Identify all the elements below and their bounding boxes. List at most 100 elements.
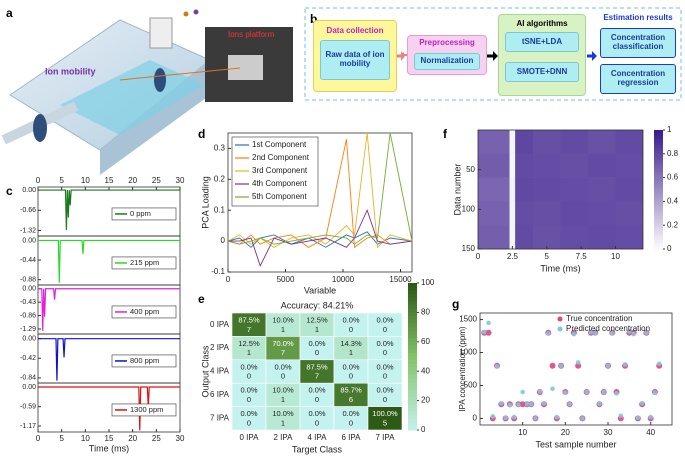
y-tick-label: -0.59 <box>20 404 36 411</box>
point <box>533 416 538 421</box>
colorbar-label: 1 <box>667 125 672 134</box>
colorbar-step <box>654 165 663 170</box>
cell-count: 7 <box>315 372 319 381</box>
y-tick-label: 1000 <box>459 348 477 357</box>
x-tick-label: 20 <box>128 176 137 185</box>
cell-percent: 0.0% <box>240 409 257 418</box>
cell-percent: 85.7% <box>340 386 362 395</box>
colorbar-step <box>654 189 663 193</box>
y-tick-label: -1.32 <box>20 227 36 234</box>
stage-item: Concentration classification <box>600 28 676 58</box>
colorbar-step <box>654 246 663 250</box>
col-label: 6 IPA <box>342 433 362 442</box>
trace <box>38 189 180 230</box>
trace <box>38 239 180 283</box>
legend-box <box>111 305 177 319</box>
colorbar-step <box>654 234 663 238</box>
colorbar-step <box>654 162 663 167</box>
y-axis-label: Output Class <box>200 345 210 398</box>
legend-swatch <box>557 326 563 332</box>
heat-cell <box>515 130 533 155</box>
arrow-head <box>493 51 498 61</box>
colorbar-step <box>654 198 663 202</box>
x-tick-label: 2.5 <box>507 252 519 261</box>
cell-count: 0 <box>383 372 387 381</box>
cell-percent: 0.0% <box>274 362 291 371</box>
legend-label: 5th Component <box>252 192 307 201</box>
colorbar-step <box>408 286 417 291</box>
label: Ion mobility <box>45 66 96 76</box>
panel-label: b <box>310 12 317 26</box>
row-label: 6 IPA <box>210 390 230 399</box>
y-tick-label: -0.1 <box>211 267 225 276</box>
cell-percent: 0.0% <box>342 362 359 371</box>
plate <box>149 17 173 49</box>
panel-label: f <box>443 127 448 141</box>
x-tick-label: 5000 <box>277 275 295 284</box>
colorbar-step <box>654 222 663 226</box>
panel-label: a <box>6 6 13 20</box>
legend-box <box>111 207 177 221</box>
cell-count: 0 <box>383 395 387 404</box>
cell-count: 1 <box>349 348 353 357</box>
colorbar-step <box>654 174 663 179</box>
colorbar-step <box>654 171 663 176</box>
y-tick-label: 0.00 <box>22 384 36 391</box>
colorbar-step <box>408 323 417 328</box>
colorbar-step <box>654 204 663 208</box>
photo-device <box>228 55 263 80</box>
colorbar-step <box>654 201 663 205</box>
heat-cell <box>560 201 588 226</box>
colorbar-step <box>654 183 663 188</box>
heat-cell <box>515 153 533 178</box>
panel-label: g <box>452 297 459 311</box>
y-tick-label: -0.84 <box>20 375 36 382</box>
y-tick-label: -1.29 <box>20 326 36 333</box>
point <box>631 331 636 337</box>
colorbar-step <box>654 135 663 140</box>
panel-label: e <box>198 292 205 306</box>
point <box>481 329 487 335</box>
x-tick-label: 5 <box>59 176 64 185</box>
colorbar-step <box>408 407 417 413</box>
x-tick-label: 25 <box>152 176 161 185</box>
heat-cell <box>615 201 643 226</box>
y-tick-label: 0 <box>473 414 478 423</box>
colorbar-step <box>408 374 417 380</box>
cell-count: 1 <box>315 325 319 334</box>
flow-border <box>304 7 682 101</box>
colorbar-step <box>408 367 417 372</box>
colorbar-step <box>408 349 417 354</box>
x-axis-label: Time (ms) <box>540 263 580 273</box>
point <box>537 389 543 394</box>
x-tick-label: 7.5 <box>576 252 588 261</box>
colorbar-step <box>654 231 663 235</box>
heat-cell <box>478 177 510 202</box>
line <box>227 132 413 245</box>
x-tick-label: 20 <box>128 434 137 443</box>
colorbar-step <box>408 418 417 424</box>
point <box>635 415 641 421</box>
heat-cell <box>588 153 616 178</box>
cell-percent: 0.0% <box>376 315 393 324</box>
legend-label: True concentration <box>566 314 632 323</box>
point <box>601 389 607 395</box>
colorbar-step <box>408 305 417 310</box>
y-tick-label: -1.17 <box>20 423 36 430</box>
legend-swatch <box>557 316 563 322</box>
point <box>554 414 560 420</box>
stage-item: tSNE+LDA <box>505 32 579 52</box>
cell-percent: 10.0% <box>272 315 294 324</box>
panel-label: d <box>198 127 205 141</box>
x-tick-label: 40 <box>646 428 655 437</box>
x-tick-label: 20 <box>561 428 570 437</box>
point <box>580 416 585 421</box>
point <box>511 414 517 420</box>
point <box>550 386 555 392</box>
x-axis-label: Test sample number <box>535 439 616 449</box>
x-tick-label: 30 <box>604 428 613 437</box>
colorbar-label: 60 <box>421 337 430 346</box>
legend-label: 800 ppm <box>130 356 159 365</box>
legend-label: Predicted concentration <box>566 324 650 333</box>
cell-percent: 0.0% <box>376 362 393 371</box>
